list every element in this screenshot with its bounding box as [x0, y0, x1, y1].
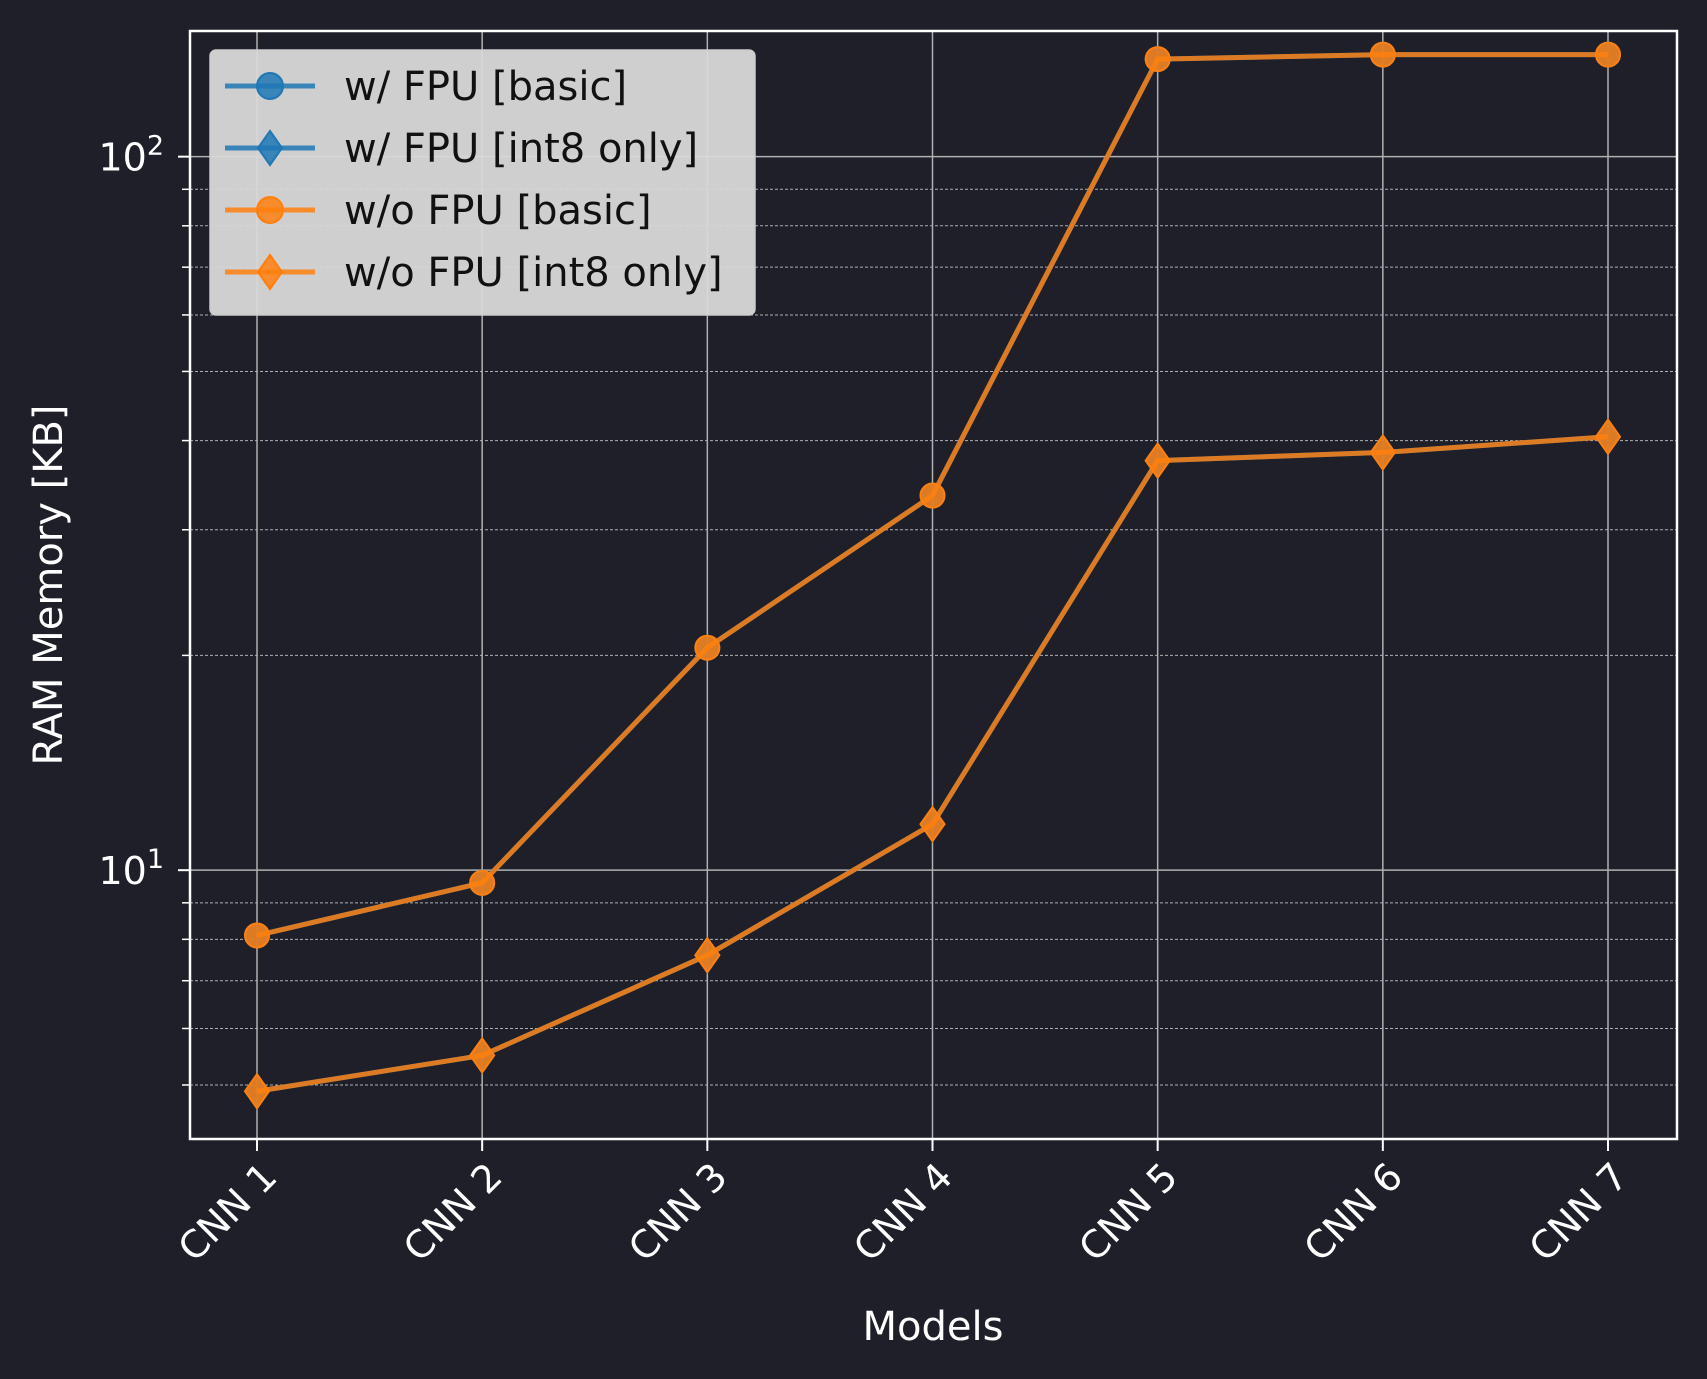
data-point [244, 922, 270, 949]
legend: w/ FPU [basic] w/ FPU [int8 only] w/o FPU … [209, 49, 756, 316]
data-point [919, 482, 946, 509]
data-point [468, 1036, 496, 1075]
data-point [469, 869, 496, 896]
data-point [243, 1072, 271, 1110]
y-tick-label: 101 [98, 844, 164, 893]
legend-label: w/ FPU [basic] [344, 64, 627, 110]
x-axis-label: Models [863, 1304, 1004, 1350]
y-axis: 101 102 [98, 131, 190, 1086]
legend-swatch-marker [256, 253, 284, 291]
data-point [1369, 41, 1396, 68]
legend-swatch-marker [256, 196, 284, 224]
data-point [919, 805, 946, 843]
legend-swatch-marker [256, 129, 284, 167]
data-point [694, 936, 721, 974]
data-point [1594, 418, 1622, 456]
y-axis-label: RAM Memory [KB] [26, 404, 72, 765]
data-point [694, 634, 721, 661]
y-tick-label: 102 [98, 131, 164, 180]
data-point [1369, 433, 1397, 472]
data-point [1595, 41, 1621, 68]
grid [190, 31, 1677, 1139]
legend-swatch-marker [256, 72, 284, 100]
legend-label: w/o FPU [basic] [344, 188, 652, 234]
series-group [243, 41, 1622, 1110]
legend-label: w/ FPU [int8 only] [344, 126, 698, 172]
data-point [1144, 441, 1171, 480]
legend-box [209, 49, 756, 316]
data-point [1144, 46, 1171, 73]
legend-label: w/o FPU [int8 only] [344, 250, 723, 296]
